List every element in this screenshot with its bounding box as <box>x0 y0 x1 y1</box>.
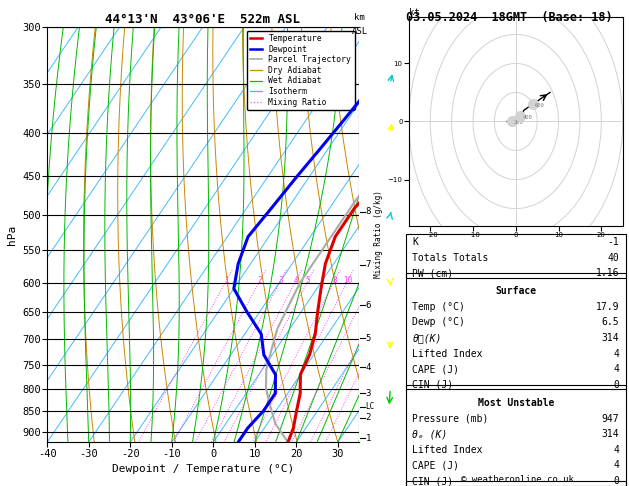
Text: 2: 2 <box>365 413 371 422</box>
Legend: Temperature, Dewpoint, Parcel Trajectory, Dry Adiabat, Wet Adiabat, Isotherm, Mi: Temperature, Dewpoint, Parcel Trajectory… <box>247 31 355 110</box>
Text: 3: 3 <box>279 276 283 285</box>
Text: 40: 40 <box>608 253 619 262</box>
Text: θᴇ(K): θᴇ(K) <box>413 333 442 343</box>
Text: 314: 314 <box>601 333 619 343</box>
Text: kt: kt <box>409 8 420 17</box>
Text: 400: 400 <box>522 115 532 120</box>
Text: 600: 600 <box>535 103 545 108</box>
Text: LCL: LCL <box>365 402 379 411</box>
Text: Mixing Ratio (g/kg): Mixing Ratio (g/kg) <box>374 191 384 278</box>
Text: 4: 4 <box>613 364 619 374</box>
Bar <box>406 384 626 486</box>
Text: 1: 1 <box>365 434 371 443</box>
Text: Lifted Index: Lifted Index <box>413 348 483 359</box>
Title: 44°13'N  43°06'E  522m ASL: 44°13'N 43°06'E 522m ASL <box>105 13 301 26</box>
Text: 4: 4 <box>294 276 298 285</box>
Text: 2: 2 <box>257 276 262 285</box>
Text: 947: 947 <box>601 414 619 424</box>
Text: CIN (J): CIN (J) <box>413 380 454 390</box>
Text: Temp (°C): Temp (°C) <box>413 302 465 312</box>
Text: 3: 3 <box>365 389 371 398</box>
Text: 0: 0 <box>613 476 619 486</box>
Text: 8: 8 <box>332 276 337 285</box>
Text: Dewp (°C): Dewp (°C) <box>413 317 465 328</box>
Text: 4: 4 <box>613 445 619 455</box>
Text: 1: 1 <box>224 276 228 285</box>
Text: Totals Totals: Totals Totals <box>413 253 489 262</box>
Text: 200: 200 <box>514 121 523 125</box>
Text: 5: 5 <box>365 334 371 343</box>
Text: CAPE (J): CAPE (J) <box>413 364 459 374</box>
Text: km: km <box>354 13 365 22</box>
Text: © weatheronline.co.uk: © weatheronline.co.uk <box>460 474 574 484</box>
Text: CIN (J): CIN (J) <box>413 476 454 486</box>
Y-axis label: hPa: hPa <box>7 225 16 244</box>
Text: CAPE (J): CAPE (J) <box>413 461 459 470</box>
Text: Pressure (mb): Pressure (mb) <box>413 414 489 424</box>
Text: ASL: ASL <box>352 27 368 36</box>
Text: 5: 5 <box>306 276 311 285</box>
Text: Surface: Surface <box>495 286 537 296</box>
Text: 1.16: 1.16 <box>596 268 619 278</box>
Text: θₑ (K): θₑ (K) <box>413 429 448 439</box>
Bar <box>406 273 626 389</box>
Text: 03.05.2024  18GMT  (Base: 18): 03.05.2024 18GMT (Base: 18) <box>406 11 612 24</box>
Text: 6.5: 6.5 <box>601 317 619 328</box>
Text: K: K <box>413 237 418 247</box>
Text: -1: -1 <box>608 237 619 247</box>
Text: PW (cm): PW (cm) <box>413 268 454 278</box>
Bar <box>406 234 626 278</box>
X-axis label: Dewpoint / Temperature (°C): Dewpoint / Temperature (°C) <box>112 464 294 474</box>
Text: 0: 0 <box>613 380 619 390</box>
Text: 4: 4 <box>613 348 619 359</box>
Text: 8: 8 <box>365 207 371 216</box>
Text: 10: 10 <box>343 276 352 285</box>
Text: 4: 4 <box>365 363 371 372</box>
Bar <box>406 481 626 486</box>
Text: 314: 314 <box>601 429 619 439</box>
Text: 17.9: 17.9 <box>596 302 619 312</box>
Text: 4: 4 <box>613 461 619 470</box>
Text: 6: 6 <box>365 301 371 310</box>
Text: Lifted Index: Lifted Index <box>413 445 483 455</box>
Text: Most Unstable: Most Unstable <box>477 398 554 408</box>
Text: 7: 7 <box>365 260 371 269</box>
